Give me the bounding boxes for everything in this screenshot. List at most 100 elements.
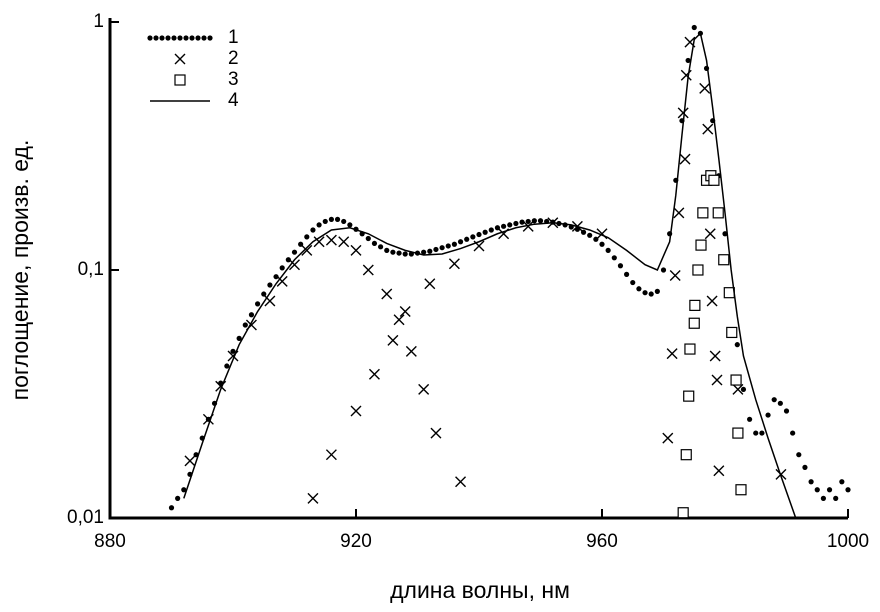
- point: [605, 247, 611, 253]
- point: [365, 235, 371, 242]
- point: [718, 254, 730, 266]
- point: [684, 343, 696, 355]
- point: [689, 299, 701, 311]
- legend-label: 4: [228, 90, 239, 111]
- point: [845, 487, 851, 493]
- point: [765, 412, 771, 418]
- point: [451, 241, 457, 247]
- point: [677, 507, 689, 518]
- point: [424, 278, 436, 290]
- point: [168, 505, 175, 511]
- point: [513, 220, 519, 227]
- point: [680, 69, 692, 81]
- legend-label: 1: [228, 27, 239, 48]
- point: [753, 430, 759, 436]
- point: [482, 229, 488, 235]
- point: [790, 430, 796, 436]
- point: [334, 216, 341, 222]
- point: [683, 390, 695, 402]
- point: [381, 288, 393, 300]
- point: [777, 400, 783, 406]
- point: [713, 465, 725, 477]
- point: [371, 240, 378, 247]
- point: [695, 239, 707, 251]
- point: [405, 345, 417, 357]
- legend-symbol: [183, 35, 189, 41]
- point: [445, 243, 451, 249]
- point: [230, 348, 236, 354]
- point: [706, 295, 718, 307]
- point: [814, 487, 820, 493]
- point: [525, 218, 531, 225]
- point: [673, 207, 685, 219]
- point: [325, 449, 337, 461]
- point: [393, 314, 405, 326]
- point: [322, 218, 328, 225]
- point: [184, 455, 196, 467]
- point: [730, 374, 742, 386]
- point: [783, 408, 790, 414]
- point: [433, 246, 439, 253]
- legend-symbol: [201, 35, 207, 41]
- legend-symbol: [189, 35, 195, 41]
- point: [636, 286, 642, 292]
- y-tick-label: 1: [93, 11, 104, 32]
- point: [735, 484, 747, 496]
- point: [313, 236, 325, 248]
- point: [519, 219, 525, 225]
- point: [839, 479, 845, 485]
- point: [722, 231, 728, 237]
- point: [224, 363, 230, 369]
- point: [175, 495, 181, 501]
- point: [704, 228, 716, 240]
- point: [464, 236, 470, 242]
- point: [242, 322, 248, 328]
- point: [826, 487, 833, 493]
- point: [709, 350, 721, 362]
- point: [697, 207, 709, 219]
- point: [384, 247, 390, 253]
- point: [457, 239, 464, 245]
- point: [522, 220, 534, 232]
- point: [276, 275, 288, 287]
- point: [691, 24, 697, 31]
- point: [692, 264, 704, 276]
- point: [771, 397, 777, 403]
- point: [740, 386, 747, 393]
- point: [310, 227, 316, 233]
- point: [267, 282, 273, 288]
- point: [285, 257, 291, 263]
- point: [301, 244, 313, 256]
- point: [368, 368, 380, 380]
- point: [347, 222, 353, 228]
- point: [734, 342, 740, 348]
- point: [255, 301, 261, 307]
- x-axis-title: длина волны, нм: [390, 577, 570, 603]
- point: [796, 452, 802, 458]
- point: [759, 430, 765, 436]
- point: [304, 234, 310, 240]
- point: [418, 383, 430, 395]
- point: [399, 306, 411, 318]
- point: [833, 495, 839, 501]
- point: [677, 107, 689, 119]
- point: [654, 288, 660, 294]
- point: [669, 270, 681, 282]
- legend-symbol: [147, 35, 153, 41]
- point: [802, 464, 808, 470]
- point: [236, 335, 242, 341]
- y-axis-title: поглощение, произв. ед.: [7, 140, 33, 401]
- point: [402, 251, 408, 257]
- point: [387, 334, 399, 346]
- x-tick-label: 880: [94, 531, 126, 552]
- plot-area: [168, 24, 851, 518]
- point: [599, 241, 605, 247]
- point: [732, 427, 744, 439]
- x-tick-label: 1000: [827, 531, 869, 552]
- x-tick-label: 960: [586, 531, 618, 552]
- point: [427, 248, 433, 254]
- point: [624, 271, 630, 277]
- x-tick-label: 920: [340, 531, 372, 552]
- point: [476, 231, 482, 238]
